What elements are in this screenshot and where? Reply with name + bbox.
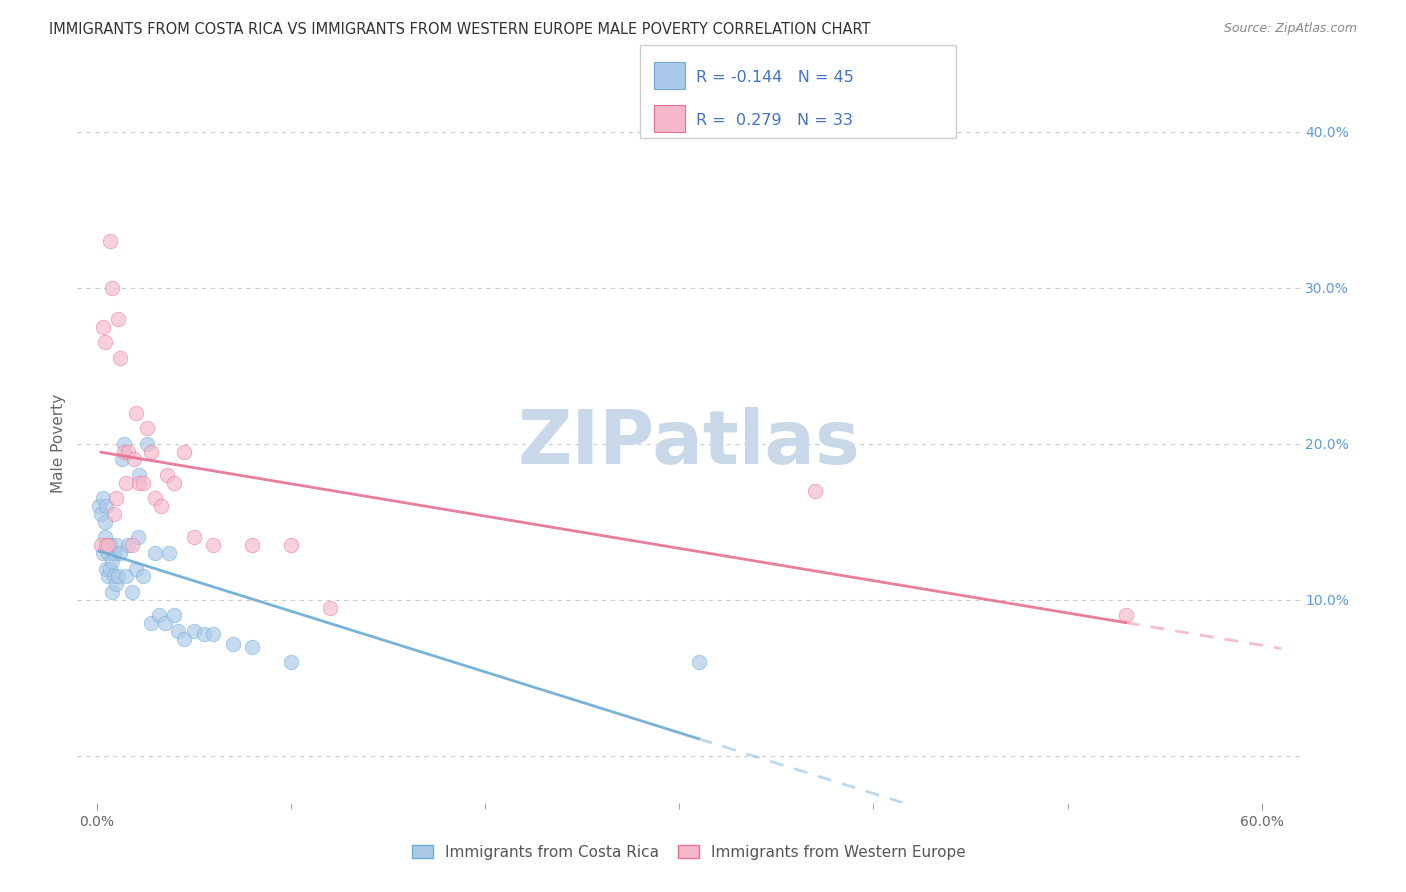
Point [117,538,139,552]
Point [93,530,115,544]
Point [804,483,827,498]
Point [128,475,150,490]
Point [101,585,124,599]
Point [688,655,710,669]
Point [91,491,114,506]
Point [136,421,159,435]
Point [96,538,118,552]
Point [93,515,115,529]
Legend: Immigrants from Costa Rica, Immigrants from Western Europe: Immigrants from Costa Rica, Immigrants f… [412,845,966,860]
Point [202,627,225,641]
Point [221,637,243,651]
Point [112,444,135,458]
Point [124,562,146,576]
Point [148,608,170,623]
Point [107,311,129,326]
Point [132,475,155,490]
Point [156,467,179,482]
Text: ZIPatlas: ZIPatlas [517,408,860,480]
Point [163,475,186,490]
Point [280,655,302,669]
Point [280,538,302,552]
Point [98,234,121,248]
Point [90,538,112,552]
Point [103,507,125,521]
Text: R = -0.144   N = 45: R = -0.144 N = 45 [696,70,853,85]
Point [111,452,134,467]
Point [87,499,110,513]
Point [124,405,146,419]
Point [183,530,205,544]
Point [202,538,225,552]
Point [103,546,125,560]
Point [103,569,125,583]
Point [139,444,162,458]
Point [112,436,135,450]
Y-axis label: Male Poverty: Male Poverty [51,394,66,493]
Point [240,538,263,552]
Point [97,569,120,583]
Point [173,632,195,646]
Point [163,608,186,623]
Point [1115,608,1137,623]
Point [139,616,162,631]
Text: IMMIGRANTS FROM COSTA RICA VS IMMIGRANTS FROM WESTERN EUROPE MALE POVERTY CORREL: IMMIGRANTS FROM COSTA RICA VS IMMIGRANTS… [49,22,870,37]
Text: Source: ZipAtlas.com: Source: ZipAtlas.com [1223,22,1357,36]
Point [240,640,263,654]
Point [90,507,112,521]
Point [183,624,205,639]
Point [97,538,120,552]
Point [96,499,118,513]
Point [193,627,215,641]
Point [167,624,190,639]
Point [97,546,120,560]
Point [121,585,143,599]
Point [98,538,121,552]
Point [153,616,176,631]
Point [122,452,145,467]
Point [127,530,149,544]
Text: R =  0.279   N = 33: R = 0.279 N = 33 [696,113,853,128]
Point [132,569,155,583]
Point [105,491,128,506]
Point [108,351,131,365]
Point [115,569,138,583]
Point [157,546,180,560]
Point [143,546,166,560]
Point [93,335,115,350]
Point [108,546,131,560]
Point [105,538,128,552]
Point [96,562,118,576]
Point [107,569,129,583]
Point [117,444,139,458]
Point [128,467,150,482]
Point [149,499,172,513]
Point [173,444,195,458]
Point [121,538,143,552]
Point [105,577,128,591]
Point [101,280,124,294]
Point [98,562,121,576]
Point [136,436,159,450]
Point [143,491,166,506]
Point [115,475,138,490]
Point [91,319,114,334]
Point [91,546,114,560]
Point [101,554,124,568]
Point [319,600,342,615]
